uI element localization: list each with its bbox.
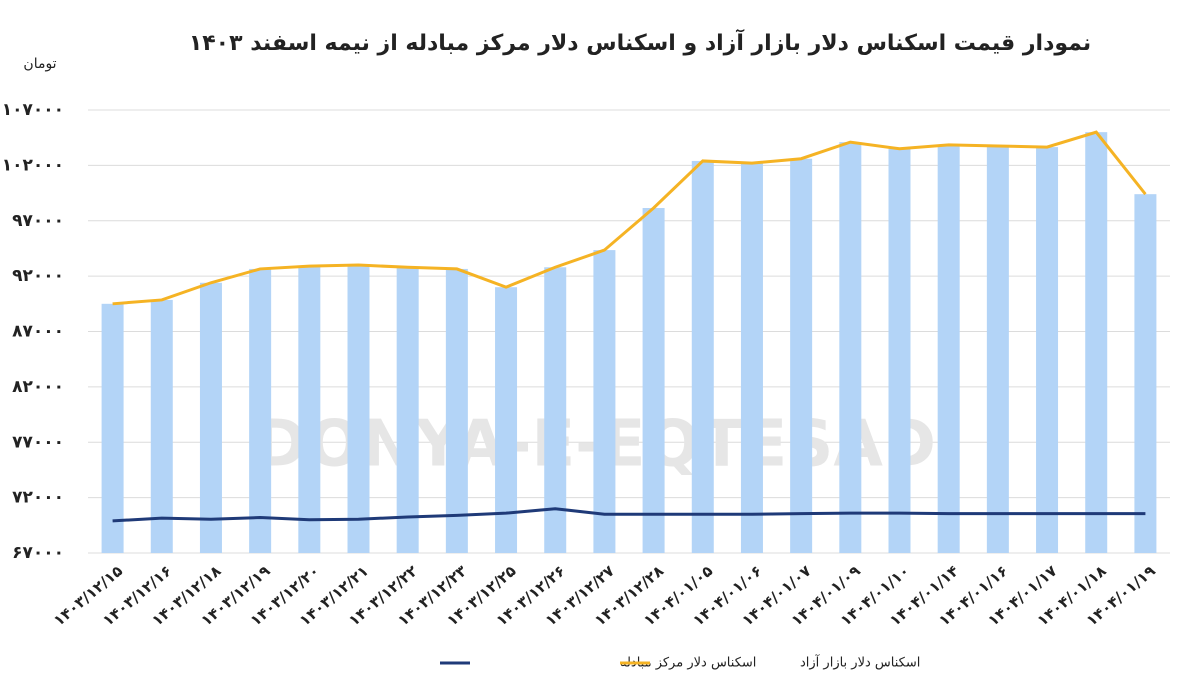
bar bbox=[544, 267, 567, 553]
y-axis-label: تومان bbox=[23, 56, 56, 72]
legend-label: اسکناس دلار مرکز مبادله bbox=[620, 656, 756, 671]
bar bbox=[396, 267, 419, 553]
bar bbox=[790, 158, 813, 554]
line bbox=[112, 507, 1146, 523]
y-tick-label: ۹۲۰۰۰ bbox=[12, 266, 64, 286]
bar bbox=[1085, 132, 1108, 553]
y-tick-label: ۶۷۰۰۰ bbox=[12, 543, 64, 563]
bar bbox=[150, 299, 173, 553]
y-tick-label: ۹۷۰۰۰ bbox=[12, 211, 64, 231]
y-tick-label: ۱۰۷۰۰۰ bbox=[2, 100, 64, 120]
chart-title: نمودار قیمت اسکناس دلار بازار آزاد و اسک… bbox=[189, 28, 1091, 56]
bar bbox=[839, 142, 862, 553]
y-tick-label: ۱۰۲۰۰۰ bbox=[2, 155, 64, 175]
bar bbox=[347, 265, 370, 553]
bar bbox=[642, 208, 665, 554]
bar bbox=[1134, 194, 1157, 554]
bar bbox=[888, 148, 911, 553]
y-tick-label: ۸۲۰۰۰ bbox=[12, 377, 64, 397]
line bbox=[112, 130, 1147, 306]
y-tick-label: ۷۲۰۰۰ bbox=[12, 488, 64, 508]
y-tick-label: ۷۷۰۰۰ bbox=[12, 432, 64, 452]
legend-label: اسکناس دلار بازار آزاد bbox=[800, 654, 920, 671]
bar bbox=[101, 303, 124, 553]
bar bbox=[986, 145, 1009, 553]
bar bbox=[298, 266, 321, 553]
bar bbox=[249, 268, 272, 553]
bar bbox=[691, 160, 714, 553]
bar bbox=[199, 282, 222, 553]
bar bbox=[1036, 147, 1059, 553]
y-tick-label: ۸۷۰۰۰ bbox=[12, 322, 64, 342]
bar bbox=[445, 268, 468, 553]
bar bbox=[740, 163, 763, 553]
bar bbox=[593, 250, 616, 553]
bar bbox=[495, 287, 518, 553]
bar bbox=[937, 144, 960, 554]
